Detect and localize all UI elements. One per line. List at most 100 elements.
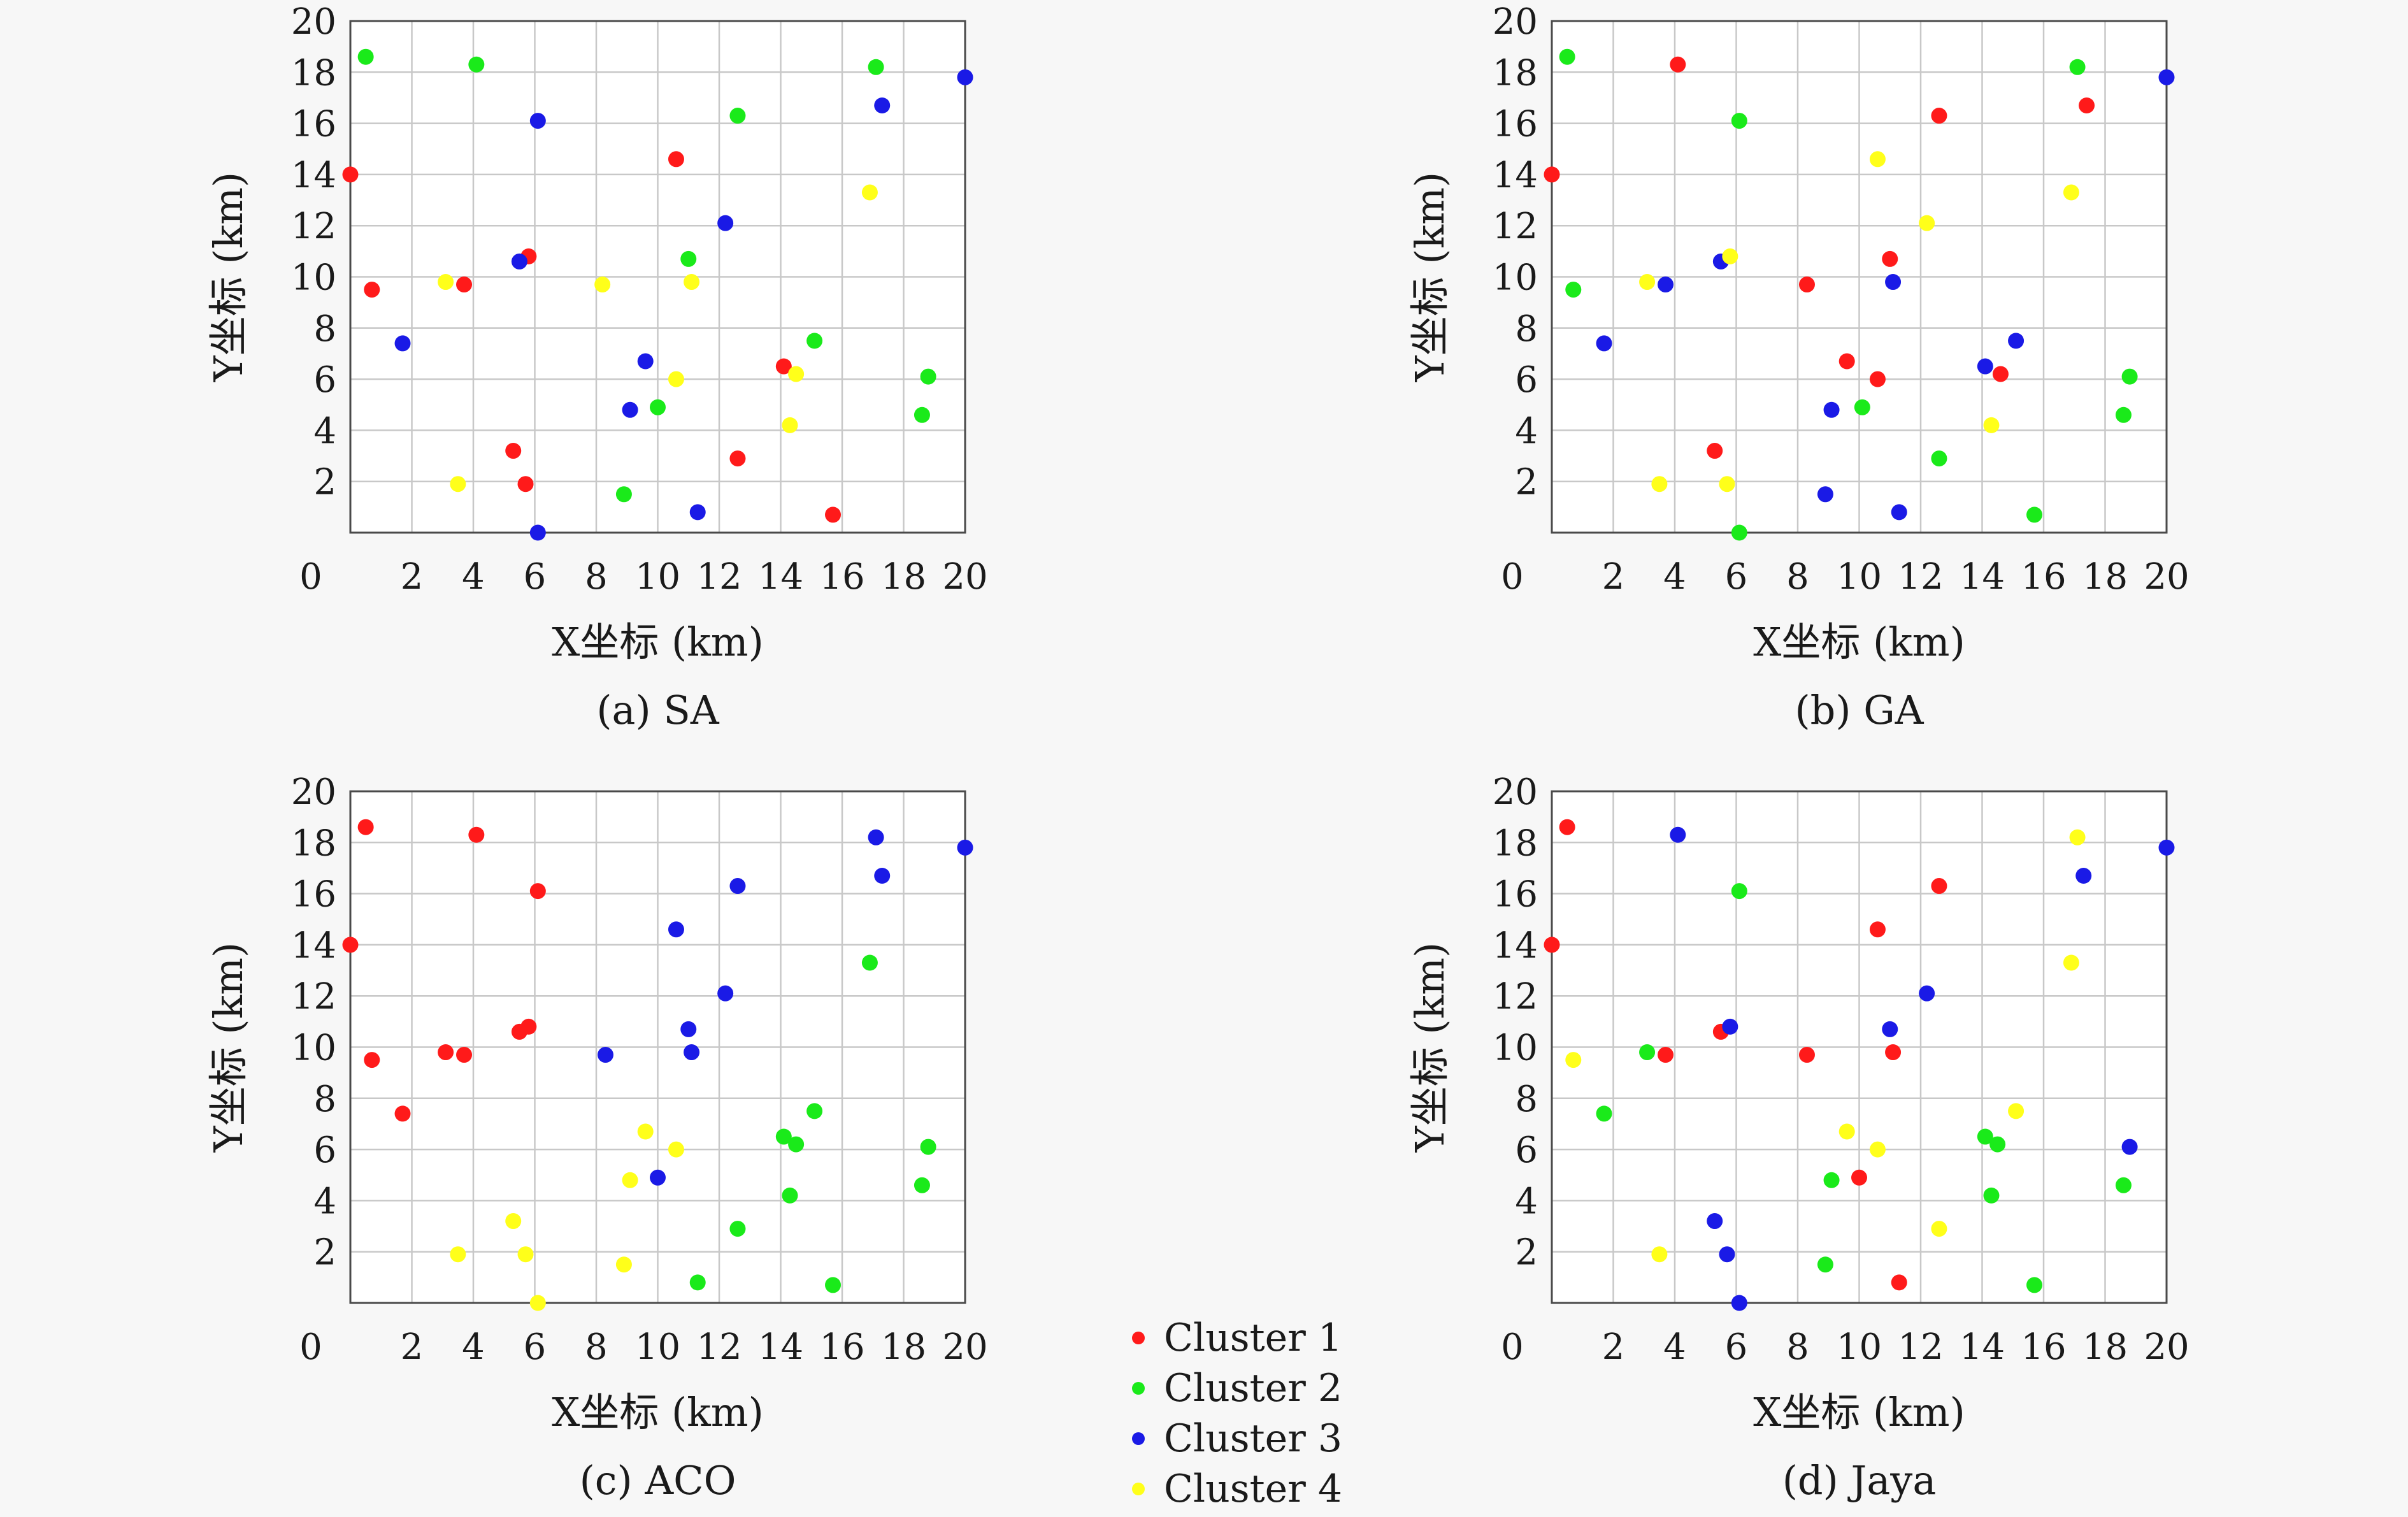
x-tick-label: 0 — [1501, 1326, 1524, 1368]
panel-caption: (b) GA — [1795, 687, 1924, 733]
point-cluster-1 — [1838, 353, 1855, 370]
x-tick-label: 14 — [758, 1326, 803, 1368]
y-tick-label: 20 — [291, 1, 336, 43]
point-cluster-1 — [2079, 97, 2095, 113]
x-axis-label: X坐标 (km) — [552, 1389, 764, 1435]
y-tick-label: 14 — [1493, 925, 1538, 967]
point-cluster-2 — [1989, 1136, 2006, 1153]
point-cluster-3 — [394, 335, 411, 352]
point-cluster-2 — [1559, 48, 1575, 65]
point-cluster-4 — [1651, 476, 1668, 492]
y-tick-label: 12 — [291, 206, 336, 247]
point-cluster-2 — [689, 1274, 706, 1291]
point-cluster-2 — [2115, 406, 2132, 423]
x-tick-label: 4 — [1663, 1326, 1686, 1368]
panel-caption: (a) SA — [596, 687, 720, 733]
point-cluster-3 — [868, 829, 884, 845]
y-tick-label: 18 — [291, 52, 336, 94]
x-tick-label: 14 — [1960, 556, 2005, 598]
x-tick-label: 18 — [881, 556, 926, 598]
point-cluster-1 — [342, 166, 359, 183]
point-cluster-4 — [594, 277, 611, 293]
point-cluster-1 — [1670, 56, 1686, 73]
x-tick-label: 16 — [2021, 556, 2066, 598]
x-tick-label: 14 — [1960, 1326, 2005, 1368]
y-tick-label: 14 — [291, 925, 336, 967]
point-cluster-3 — [1596, 335, 1612, 352]
legend-label: Cluster 3 — [1164, 1416, 1342, 1461]
point-cluster-1 — [729, 450, 746, 467]
point-cluster-3 — [1707, 1213, 1723, 1230]
point-cluster-2 — [1639, 1044, 1656, 1061]
point-cluster-3 — [668, 921, 684, 938]
y-axis-label: Y坐标 (km) — [205, 172, 252, 382]
point-cluster-1 — [468, 826, 485, 843]
point-cluster-2 — [680, 250, 697, 267]
point-cluster-4 — [622, 1172, 638, 1188]
point-cluster-3 — [1731, 1295, 1747, 1311]
y-tick-label: 18 — [1493, 52, 1538, 94]
y-tick-label: 20 — [1493, 1, 1538, 43]
legend-label: Cluster 1 — [1164, 1316, 1342, 1360]
y-tick-label: 4 — [313, 410, 336, 452]
point-cluster-3 — [1919, 985, 1935, 1002]
y-tick-label: 18 — [291, 823, 336, 864]
point-cluster-2 — [650, 399, 666, 415]
y-tick-label: 2 — [1515, 462, 1538, 503]
point-cluster-2 — [868, 59, 884, 75]
y-axis-label: Y坐标 (km) — [1407, 942, 1453, 1153]
point-cluster-1 — [1885, 1044, 1902, 1061]
point-cluster-4 — [450, 1246, 466, 1263]
point-cluster-2 — [788, 1136, 805, 1153]
point-cluster-2 — [1977, 1128, 1993, 1145]
point-cluster-2 — [468, 56, 485, 73]
point-cluster-1 — [1869, 371, 1886, 387]
point-cluster-3 — [2158, 839, 2175, 856]
point-cluster-4 — [2008, 1103, 2025, 1119]
point-cluster-2 — [2121, 368, 2138, 385]
point-cluster-3 — [2121, 1139, 2138, 1155]
point-cluster-3 — [529, 524, 546, 541]
point-cluster-2 — [861, 954, 878, 971]
point-cluster-4 — [668, 1141, 684, 1158]
x-tick-label: 4 — [462, 1326, 485, 1368]
point-cluster-1 — [364, 282, 380, 298]
y-tick-label: 14 — [1493, 155, 1538, 196]
point-cluster-3 — [729, 878, 746, 895]
y-tick-label: 12 — [1493, 976, 1538, 1017]
point-cluster-3 — [2158, 69, 2175, 85]
point-cluster-3 — [957, 839, 973, 856]
x-tick-label: 10 — [1837, 556, 1882, 598]
point-cluster-2 — [806, 1103, 823, 1119]
point-cluster-3 — [2075, 867, 2092, 884]
x-tick-label: 4 — [1663, 556, 1686, 598]
x-axis-label: X坐标 (km) — [1753, 1389, 1965, 1435]
point-cluster-4 — [1719, 476, 1735, 492]
point-cluster-4 — [1869, 1141, 1886, 1158]
x-tick-label: 16 — [2021, 1326, 2066, 1368]
x-tick-label: 6 — [524, 556, 547, 598]
point-cluster-2 — [729, 108, 746, 124]
legend-marker — [1132, 1483, 1145, 1495]
point-cluster-1 — [1658, 1047, 1674, 1063]
x-tick-label: 8 — [585, 556, 608, 598]
y-tick-label: 20 — [1493, 772, 1538, 813]
point-cluster-4 — [1919, 215, 1935, 231]
x-tick-label: 10 — [635, 1326, 680, 1368]
point-cluster-4 — [1983, 417, 2000, 433]
point-cluster-1 — [438, 1044, 454, 1061]
x-tick-label: 6 — [524, 1326, 547, 1368]
point-cluster-1 — [1851, 1169, 1867, 1186]
point-cluster-1 — [456, 277, 473, 293]
point-cluster-4 — [2063, 184, 2079, 201]
point-cluster-4 — [450, 476, 466, 492]
point-cluster-4 — [2063, 954, 2079, 971]
y-axis-label: Y坐标 (km) — [1407, 172, 1453, 382]
point-cluster-4 — [529, 1295, 546, 1311]
point-cluster-3 — [1885, 274, 1902, 291]
legend-marker — [1132, 1332, 1145, 1344]
x-tick-label: 12 — [1898, 1326, 1943, 1368]
y-tick-label: 10 — [1493, 1028, 1538, 1069]
y-tick-label: 14 — [291, 155, 336, 196]
y-tick-label: 4 — [1515, 410, 1538, 452]
